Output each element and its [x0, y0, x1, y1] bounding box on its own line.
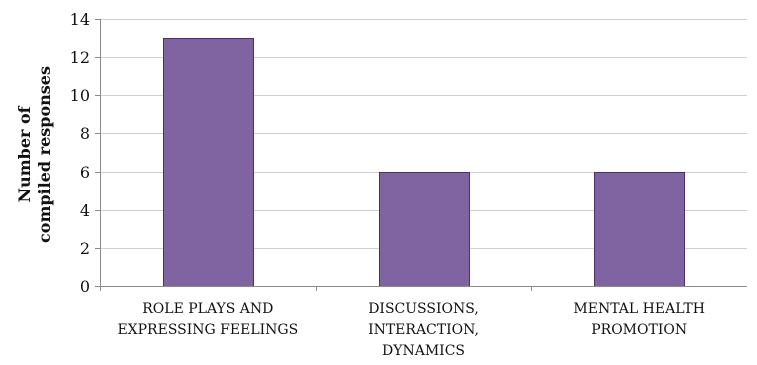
y-axis-title-line: compiled responses — [35, 66, 54, 243]
y-tick-label-12: 12 — [70, 48, 90, 67]
x-category-label-line: MENTAL HEALTH — [573, 301, 704, 317]
x-category-label-line: DYNAMICS — [382, 343, 465, 359]
y-tick-label-14: 14 — [70, 10, 90, 29]
axes — [95, 19, 747, 291]
y-tick-label-8: 8 — [80, 124, 90, 143]
bar-1 — [378, 171, 471, 288]
y-axis-title-line: Number of — [15, 105, 34, 202]
y-tick-label-4: 4 — [80, 201, 90, 220]
bars — [162, 37, 686, 288]
x-category-label-0: ROLE PLAYS AND EXPRESSING FEELINGS — [117, 301, 298, 338]
y-tick-label-6: 6 — [80, 163, 90, 182]
x-category-labels: ROLE PLAYS AND EXPRESSING FEELINGS DISCUSS… — [117, 301, 704, 359]
x-category-label-line: DISCUSSIONS, — [368, 301, 479, 317]
bar-2 — [593, 171, 686, 288]
x-category-label-line: ROLE PLAYS AND — [142, 301, 273, 317]
x-category-label-line: PROMOTION — [591, 322, 687, 338]
y-tick-label-10: 10 — [70, 86, 90, 105]
x-category-label-2: MENTAL HEALTH PROMOTION — [573, 301, 704, 338]
x-category-label-1: DISCUSSIONS, INTERACTION, DYNAMICS — [368, 301, 479, 359]
y-axis-title: Number ofcompiled responses — [15, 66, 54, 243]
bar-0 — [162, 37, 255, 288]
x-category-label-line: INTERACTION, — [368, 322, 479, 338]
y-tick-labels: 0 2 4 6 8 10 12 14 — [70, 10, 90, 296]
y-axis-title-text: Number ofcompiled responses — [15, 66, 54, 243]
y-tick-label-2: 2 — [80, 239, 90, 258]
y-tick-label-0: 0 — [80, 277, 90, 296]
x-category-label-line: EXPRESSING FEELINGS — [117, 322, 298, 338]
